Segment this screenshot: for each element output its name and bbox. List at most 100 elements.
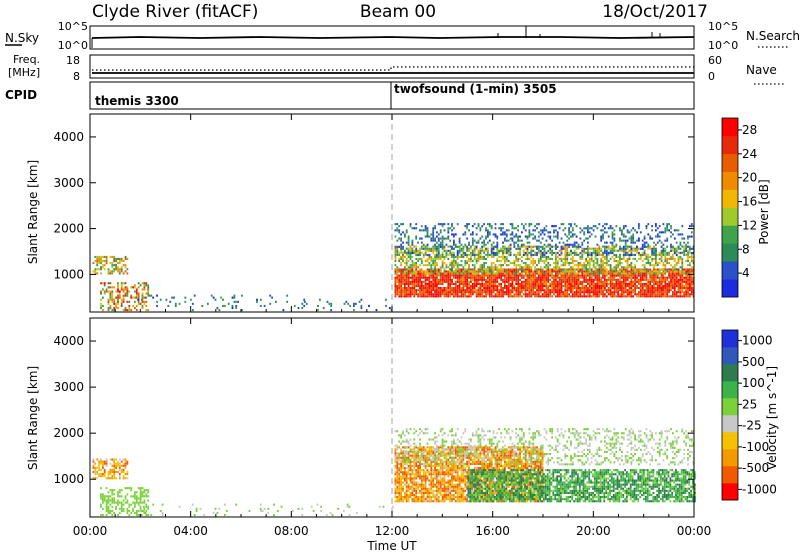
data-cell [120,302,123,305]
data-cell [400,247,402,250]
data-cell [596,285,599,288]
data-cell [398,276,401,279]
data-cell [473,278,476,281]
data-cell [605,247,608,250]
data-cell [470,260,472,263]
data-cell [135,491,138,494]
data-cell [555,251,557,254]
data-cell [568,223,570,226]
data-cell [564,285,567,288]
data-cell [407,500,410,503]
data-cell [577,270,580,273]
data-cell [592,229,595,232]
data-cell [536,285,538,288]
data-cell [496,274,499,277]
data-cell [394,496,397,499]
data-cell [585,270,587,273]
data-cell [604,276,606,279]
data-cell [466,280,468,283]
data-cell [556,289,559,292]
data-cell [471,291,474,294]
data-cell [553,229,555,232]
data-cell [434,268,436,271]
beam-title: Beam 00 [360,2,436,22]
data-cell [500,287,502,290]
data-cell [647,245,650,248]
data-cell [428,264,431,267]
data-cell [500,255,502,258]
data-cell [115,266,117,269]
data-cell [413,270,416,273]
data-cell [534,291,536,294]
data-cell [638,253,640,256]
data-cell [409,491,412,494]
data-cell [462,293,465,296]
data-cell [517,247,519,250]
data-cell [562,274,565,277]
data-cell [405,291,408,294]
data-cell [530,287,533,290]
data-cell [643,257,646,260]
data-cell [571,235,574,238]
data-cell [502,252,504,255]
data-cell [560,278,563,281]
data-cell [143,499,146,502]
data-cell [528,264,531,267]
data-cell [458,278,461,281]
data-cell [494,280,497,283]
data-cell [496,257,499,260]
data-cell [405,485,408,488]
data-cell [675,293,678,296]
data-cell [673,260,676,263]
data-cell [571,268,574,271]
data-cell [402,481,404,484]
data-cell [613,254,616,257]
data-cell [505,268,508,271]
data-cell [590,285,593,288]
data-cell [522,285,525,288]
data-cell [441,239,444,242]
data-cell [555,247,557,250]
data-cell [547,255,550,258]
data-cell [571,260,574,263]
data-cell [570,289,572,292]
data-cell [398,498,401,501]
data-cell [430,289,433,292]
data-cell [413,249,416,252]
data-cell [413,489,416,492]
data-cell [128,309,131,312]
data-cell [622,266,625,269]
data-cell [464,289,467,292]
data-cell [407,235,410,238]
data-cell [517,289,519,292]
data-cell [500,227,502,230]
data-cell [415,268,418,271]
data-cell [113,462,116,465]
data-cell [411,464,414,467]
data-cell [407,274,410,277]
data-cell [400,471,402,474]
data-cell [504,270,506,273]
data-cell [583,276,586,279]
data-cell [419,247,421,250]
data-cell [407,483,410,486]
data-cell [653,282,655,285]
data-cell [560,253,563,256]
data-cell [528,280,531,283]
data-cell [598,264,601,267]
data-cell [122,477,125,480]
noise-tick-left-top: 10^5 [58,20,88,33]
data-cell [611,237,614,240]
data-cell [105,503,108,506]
data-cell [645,262,648,265]
data-cell [685,247,687,250]
data-cell [602,237,604,240]
data-cell [441,287,444,290]
data-cell [404,496,406,499]
data-cell [113,464,116,467]
data-cell [432,289,435,292]
data-cell [402,255,404,258]
data-cell [532,270,535,273]
data-cell [434,291,436,294]
data-cell [600,266,603,269]
